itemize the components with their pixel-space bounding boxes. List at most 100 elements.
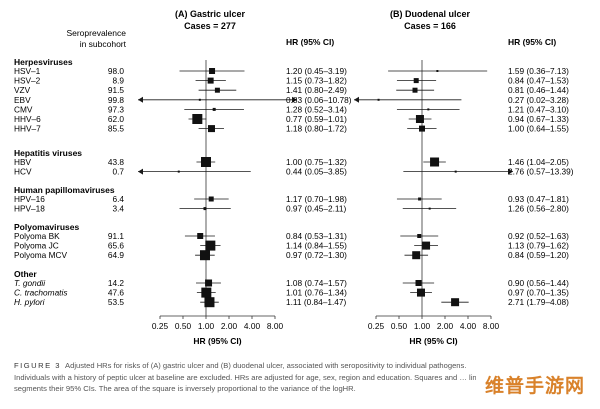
hr-ci-label: 0.84 (0.47–1.53) (508, 76, 569, 86)
pathogen-label: T. gondii (14, 278, 46, 288)
hr-ci-label: 1.00 (0.75–1.32) (286, 157, 347, 167)
hr-ci-label: 1.20 (0.45–3.19) (286, 66, 347, 76)
hr-ci-label: 0.27 (0.02–3.28) (508, 95, 569, 105)
x-tick-label: 0.50 (175, 321, 192, 331)
pathogen-label: EBV (14, 95, 31, 105)
hr-ci-label: 1.15 (0.73–1.82) (286, 76, 347, 86)
caption-text: Adjusted HRs for risks of (A) gastric ul… (14, 361, 481, 393)
pathogen-label: Polyoma MCV (14, 250, 67, 260)
group-header: Human papillomaviruses (14, 185, 115, 195)
x-tick-label: 8.00 (267, 321, 284, 331)
group-header: Polyomaviruses (14, 222, 79, 232)
watermark-logo: 维普手游网 (476, 367, 594, 401)
hr-ci-label: 0.94 (0.67–1.33) (508, 114, 569, 124)
x-tick-label: 0.25 (152, 321, 169, 331)
pathogen-label: Polyoma JC (14, 241, 59, 251)
pathogen-label: HHV–7 (14, 124, 41, 134)
hr-marker (419, 125, 425, 132)
x-tick-label: 2.00 (221, 321, 238, 331)
hr-ci-label: 1.18 (0.80–1.72) (286, 124, 347, 134)
hr-marker (203, 207, 207, 211)
hr-marker (177, 170, 180, 173)
seroprevalence-value: 99.8 (108, 95, 125, 105)
hr-ci-label: 2.71 (1.79–4.08) (508, 297, 569, 307)
hr-marker (418, 197, 422, 201)
x-tick-label: 4.00 (244, 321, 261, 331)
watermark-text: 维普手游网 (484, 374, 585, 397)
hr-ci-label: 0.97 (0.45–2.11) (286, 204, 347, 214)
pathogen-label: HSV–2 (14, 76, 41, 86)
hr-ci-label: 0.84 (0.59–1.20) (508, 250, 569, 260)
seroprevalence-value: 64.9 (108, 250, 125, 260)
x-tick-label: 1.00 (198, 321, 215, 331)
pathogen-label: HBV (14, 157, 32, 167)
hr-marker (201, 157, 211, 167)
x-axis-title: HR (95% CI) (409, 336, 457, 346)
figure-caption: FIGURE 3 Adjusted HRs for risks of (A) ga… (14, 360, 484, 395)
hr-ci-label: 0.83 (0.06–10.78) (286, 95, 352, 105)
hr-ci-label: 1.26 (0.56–2.80) (508, 204, 569, 214)
hr-ci-label: 1.14 (0.84–1.55) (286, 241, 347, 251)
x-tick-label: 2.00 (437, 321, 454, 331)
hr-marker (422, 241, 431, 250)
seroprevalence-value: 98.0 (108, 66, 125, 76)
hr-ci-label: 1.59 (0.36–7.13) (508, 66, 569, 76)
hr-marker (199, 250, 210, 261)
seroprevalence-value: 14.2 (108, 278, 125, 288)
ci-column-header: HR (95% CI) (286, 37, 334, 47)
group-header: Herpesviruses (14, 57, 73, 67)
x-tick-label: 1.00 (414, 321, 431, 331)
pathogen-label: CMV (14, 104, 33, 114)
seroprevalence-value: 3.4 (112, 204, 124, 214)
hr-ci-label: 1.28 (0.52–3.14) (286, 104, 347, 114)
panel-title: (B) Duodenal ulcer (390, 9, 471, 19)
hr-ci-label: 1.00 (0.64–1.55) (508, 124, 569, 134)
hr-ci-label: 1.17 (0.70–1.98) (286, 194, 347, 204)
pathogen-label: HHV–6 (14, 114, 41, 124)
panel-subtitle: Cases = 166 (404, 21, 456, 31)
seroprevalence-value: 65.6 (108, 241, 125, 251)
hr-marker (201, 287, 212, 298)
pathogen-label: H. pylori (14, 297, 46, 307)
ci-arrow-right (292, 96, 297, 103)
hr-marker (205, 240, 216, 251)
x-tick-label: 4.00 (460, 321, 477, 331)
panel-subtitle: Cases = 277 (184, 21, 236, 31)
hr-ci-label: 1.01 (0.76–1.34) (286, 288, 347, 298)
hr-ci-label: 1.21 (0.47–3.10) (508, 104, 569, 114)
x-tick-label: 0.25 (368, 321, 385, 331)
pathogen-label: HPV–16 (14, 194, 45, 204)
ci-arrow-left (354, 96, 359, 103)
hr-marker (209, 68, 216, 74)
pathogen-label: HPV–18 (14, 204, 45, 214)
seroprevalence-value: 85.5 (108, 124, 125, 134)
seroprevalence-value: 91.5 (108, 85, 125, 95)
hr-marker (428, 207, 431, 210)
hr-marker (205, 279, 213, 287)
hr-ci-label: 0.44 (0.05–3.85) (286, 167, 347, 177)
hr-ci-label: 0.92 (0.52–1.63) (508, 231, 569, 241)
pathogen-label: Polyoma BK (14, 231, 60, 241)
hr-marker (212, 107, 216, 111)
group-header: Other (14, 269, 37, 279)
hr-marker (454, 170, 457, 173)
hr-marker (208, 196, 214, 202)
hr-ci-label: 1.11 (0.84–1.47) (286, 297, 347, 307)
hr-marker (413, 78, 419, 84)
hr-ci-label: 1.46 (1.04–2.05) (508, 157, 569, 167)
seroprevalence-value: 91.1 (108, 231, 125, 241)
pathogen-label: HSV–1 (14, 66, 41, 76)
hr-marker (427, 108, 430, 111)
seroprevalence-value: 8.9 (112, 76, 124, 86)
ci-arrow-right (508, 168, 513, 175)
x-tick-label: 8.00 (483, 321, 500, 331)
hr-marker (415, 280, 422, 286)
seroprevalence-value: 47.6 (108, 288, 125, 298)
hr-marker (198, 98, 201, 101)
seroprevalence-header-line-1: Seroprevalence (66, 28, 126, 38)
ci-arrow-left (138, 96, 143, 103)
hr-ci-label: 0.97 (0.72–1.30) (286, 250, 347, 260)
ci-arrow-left (138, 168, 143, 175)
